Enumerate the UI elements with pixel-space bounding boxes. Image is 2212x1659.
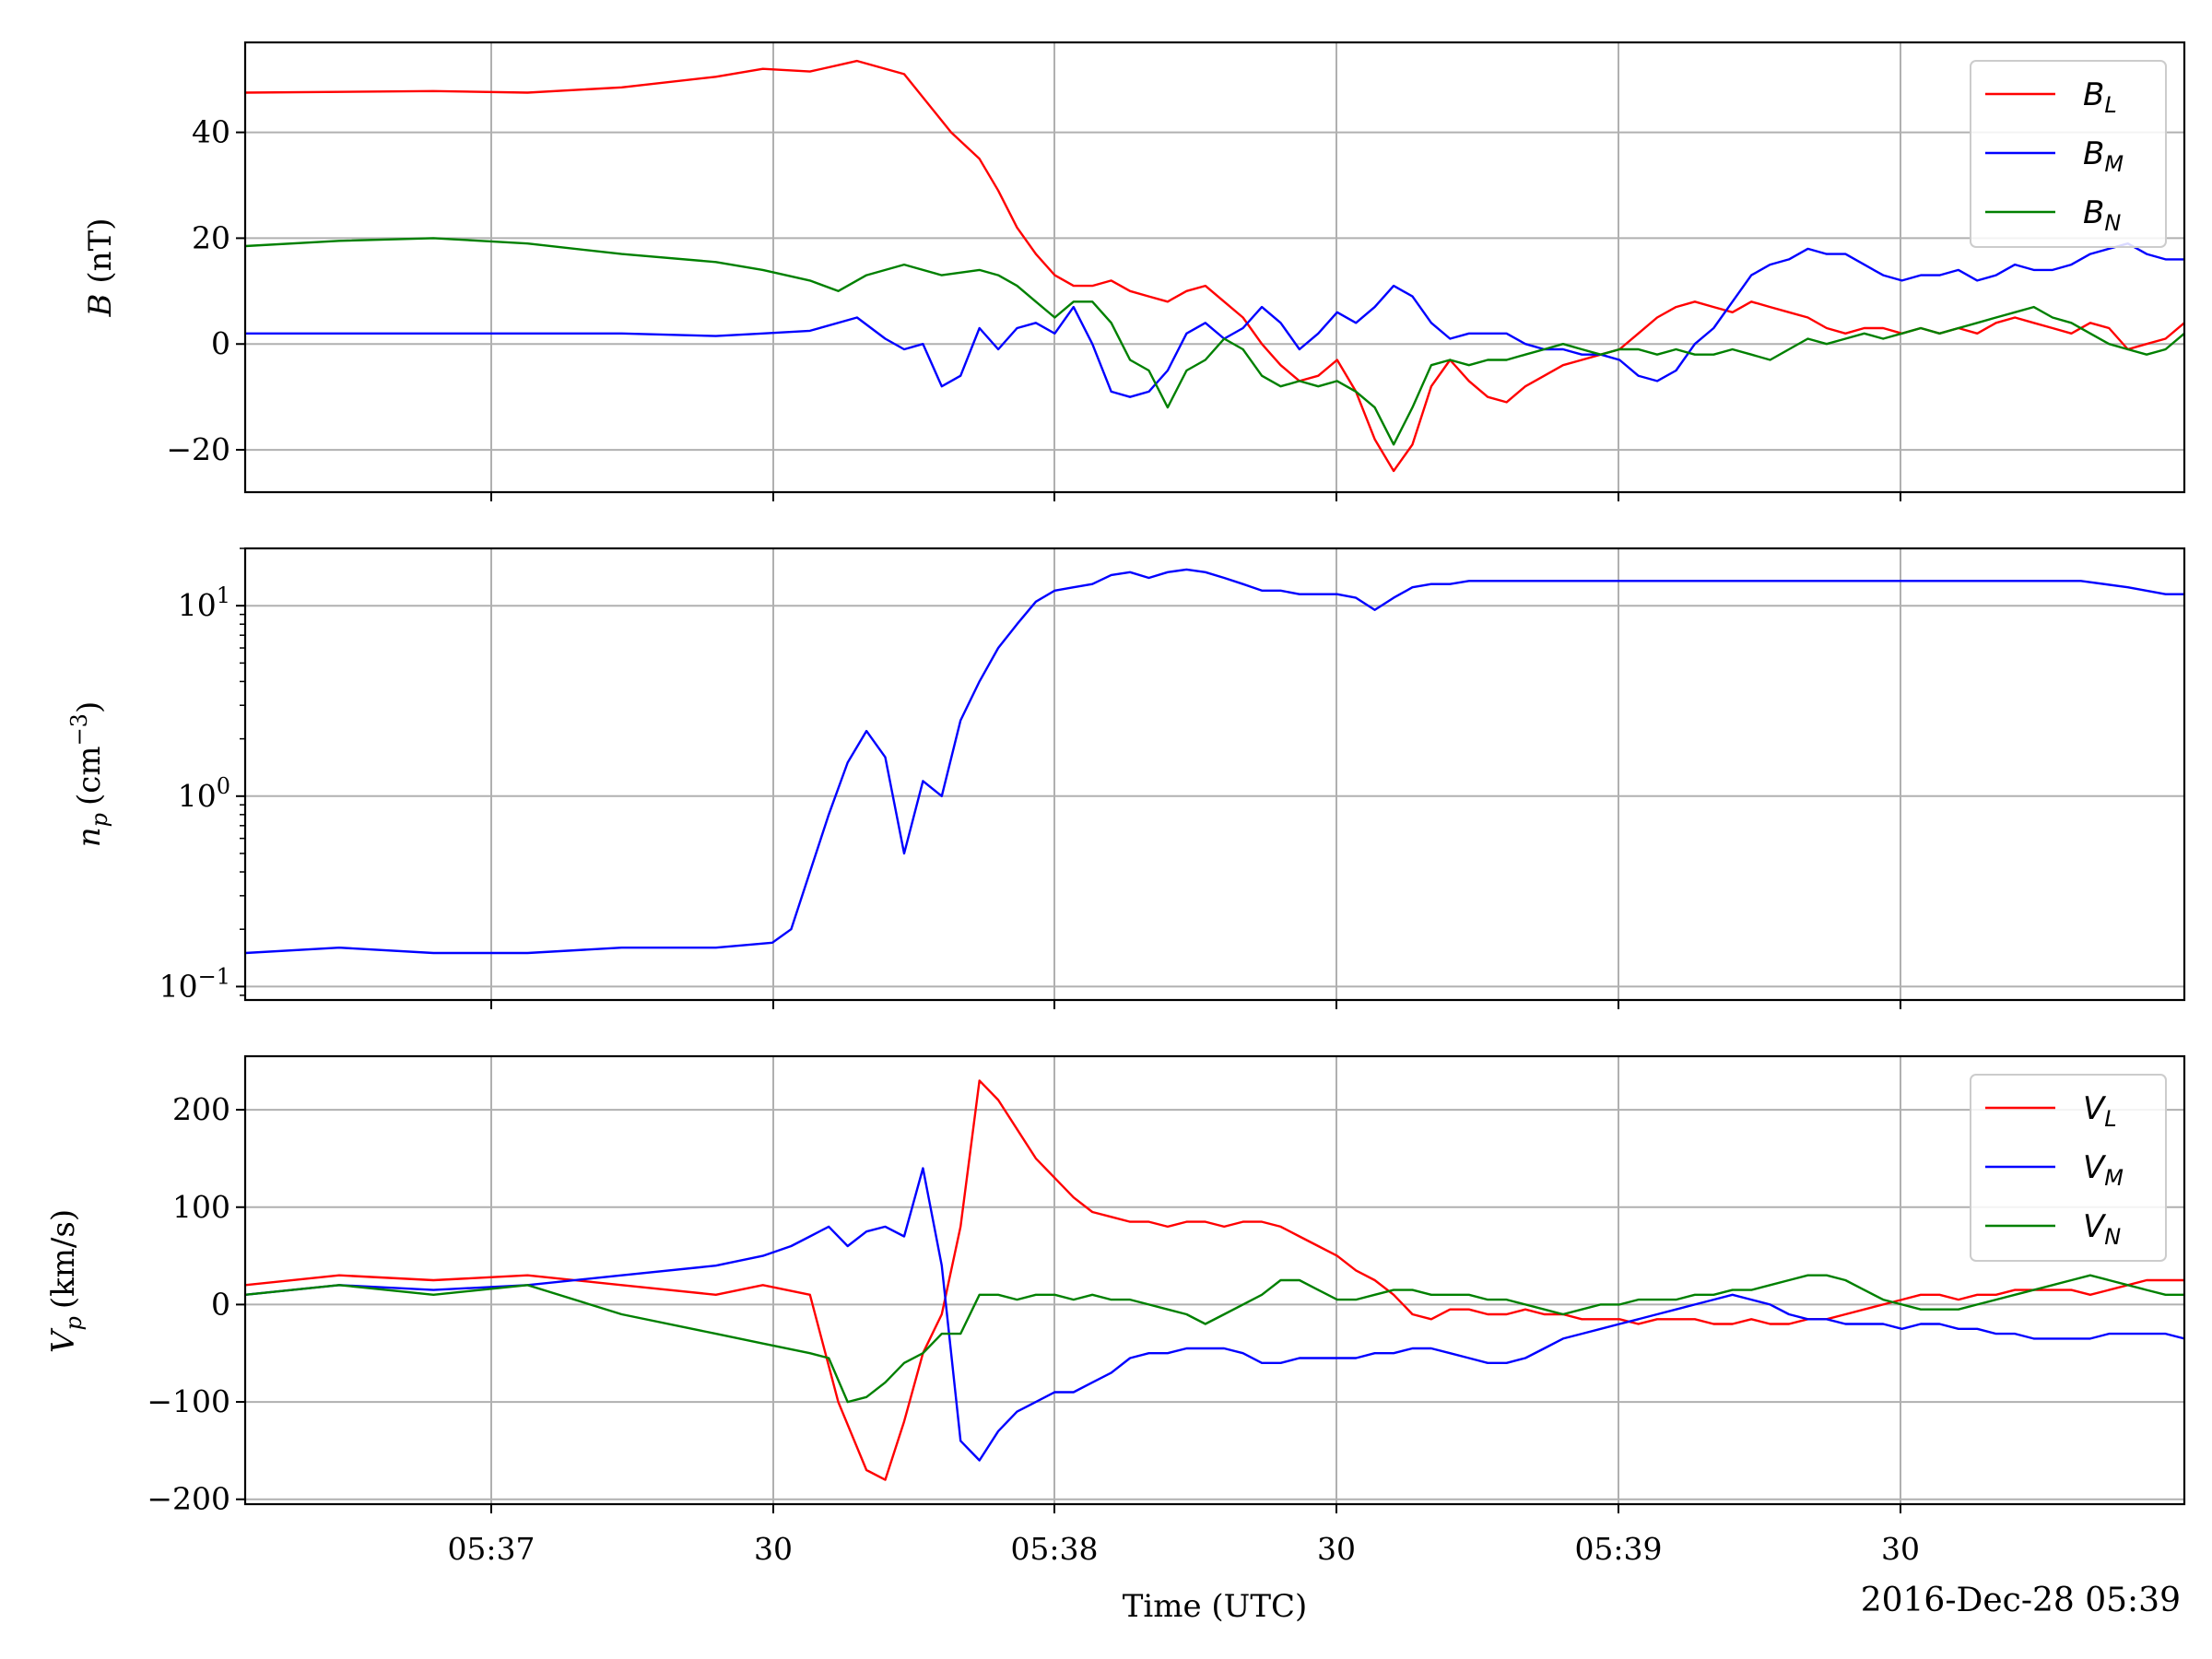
y-tick-exponent: 1 [217, 582, 230, 608]
proton-density-plot-area [245, 568, 2184, 955]
series-line-b-m [245, 242, 2184, 398]
series-line-v-l [245, 1079, 2184, 1481]
y-tick-label: 200 [172, 1091, 230, 1127]
y-tick-base: 10 [159, 968, 198, 1004]
y-tick-label: −100 [147, 1383, 230, 1419]
proton-velocity-axes-frame [243, 1054, 2186, 1506]
legend-box [1970, 60, 2167, 248]
legend-label-sub: N [2104, 1224, 2121, 1250]
legend-label-main: V [2083, 1090, 2107, 1127]
legend-label-sub: M [2104, 1165, 2124, 1191]
magnetic-field-axes-frame [243, 41, 2186, 494]
y-tick-label: 20 [192, 219, 230, 255]
proton-density-x-ticks [490, 1000, 1901, 1009]
x-tick-label: 30 [1881, 1531, 1920, 1567]
proton-density-axes-frame [243, 547, 2186, 1002]
legend-label-sub: M [2104, 151, 2124, 177]
legend-box [1970, 1074, 2167, 1262]
y-tick-label: 100 [172, 1189, 230, 1225]
y-tick-label: 0 [211, 325, 230, 361]
y-tick-label: 0 [211, 1286, 230, 1322]
y-tick-label: −20 [166, 431, 230, 467]
y-tick-exponent: −1 [198, 963, 230, 989]
proton-velocity-x-ticks [490, 1504, 1901, 1513]
legend-label: BM [2083, 135, 2124, 177]
proton-density-grid [245, 548, 2184, 1000]
y-tick-label: −200 [147, 1481, 230, 1517]
series-line-b-n [245, 237, 2184, 446]
legend-label: VN [2083, 1208, 2121, 1250]
date-label: 2016-Dec-28 05:39 [1861, 1582, 2181, 1619]
series-group [245, 1079, 2184, 1481]
legend-label: VM [2083, 1149, 2124, 1191]
magnetic-field-y-ticks: −20 0 20 40 [166, 114, 245, 467]
magnetic-field-grid [245, 42, 2184, 492]
series-group [245, 59, 2184, 473]
series-line-v-n [245, 1274, 2184, 1404]
x-axis-label: Time (UTC) [1123, 1588, 1308, 1625]
magnetic-field-y-label: B (nT) [82, 218, 119, 318]
series-line-b-l [245, 59, 2184, 473]
y-tick-base: 10 [178, 778, 217, 814]
legend-label-main: V [2083, 1208, 2107, 1245]
legend-label-main: B [2083, 194, 2104, 231]
proton-velocity-plot-area [245, 1079, 2184, 1481]
legend-label-sub: L [2104, 92, 2116, 118]
x-tick-label: 05:37 [447, 1531, 535, 1567]
magnetic-field-plot-area [245, 59, 2184, 473]
magnetic-field-x-ticks [490, 492, 1901, 501]
series-group [245, 568, 2184, 955]
proton-velocity-y-ticks: −200 −100 0 100 200 [147, 1091, 245, 1517]
legend-label-sub: L [2104, 1106, 2116, 1132]
legend-label: VL [2083, 1090, 2117, 1132]
y-tick-label: 10−1 [159, 963, 230, 1004]
y-tick-label: 101 [178, 582, 230, 623]
series-line-v-m [245, 1167, 2184, 1462]
legend-label: BL [2083, 76, 2117, 118]
proton-velocity-y-label: Vp(km/s) [45, 1209, 87, 1353]
x-tick-label: 05:39 [1574, 1531, 1662, 1567]
y-tick-base: 10 [178, 587, 217, 623]
y-tick-label: 40 [192, 114, 230, 150]
legend-label: BN [2083, 194, 2121, 236]
x-tick-labels: 05:37 30 05:38 30 05:39 30 [447, 1531, 1920, 1567]
proton-velocity-grid [245, 1056, 2184, 1504]
y-tick-exponent: 0 [217, 773, 230, 799]
y-tick-label: 100 [178, 773, 230, 814]
proton-density-y-label: np(cm−3) [66, 701, 112, 847]
legend-label-main: B [2083, 135, 2104, 172]
legend-label-main: V [2083, 1149, 2107, 1186]
x-tick-label: 05:38 [1010, 1531, 1098, 1567]
series-line-n-p [245, 568, 2184, 955]
x-tick-label: 30 [1317, 1531, 1356, 1567]
legend-label-sub: N [2104, 210, 2121, 236]
x-tick-label: 30 [754, 1531, 793, 1567]
legend-label-main: B [2083, 76, 2104, 113]
